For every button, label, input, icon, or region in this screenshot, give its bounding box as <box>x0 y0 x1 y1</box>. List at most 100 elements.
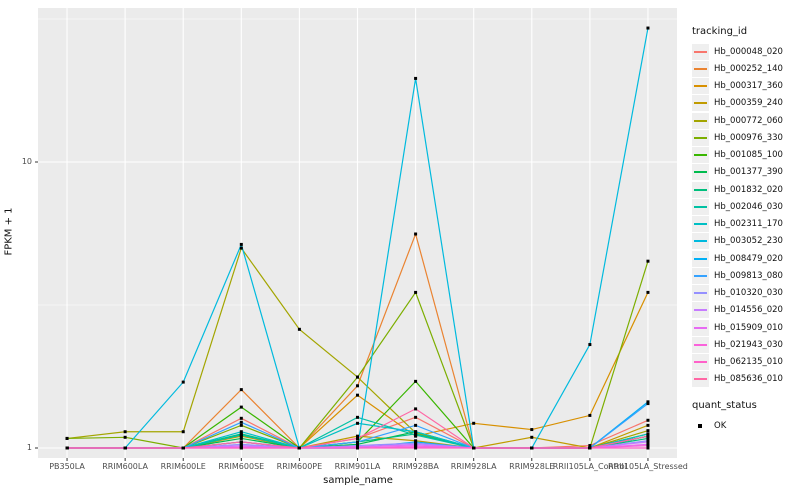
x-tick-label-RRII105LA_Stressed: RRII105LA_Stressed <box>608 462 688 471</box>
data-point <box>646 446 650 450</box>
y-tick-label: 10 <box>21 157 32 166</box>
ok-point-key-icon <box>692 418 709 434</box>
legend-key-icon <box>692 250 709 267</box>
legend-label: Hb_000252_140 <box>714 63 783 74</box>
x-tick-label-RRIM600PE: RRIM600PE <box>276 462 323 471</box>
legend-item-Hb_000252_140: Hb_000252_140 <box>692 60 798 77</box>
data-point <box>414 407 418 411</box>
legend-item-Hb_001377_390: Hb_001377_390 <box>692 164 798 181</box>
data-point <box>646 444 650 448</box>
legend-key-icon <box>692 319 709 336</box>
data-point <box>65 446 69 450</box>
legend-key-icon <box>692 43 709 60</box>
legend-label: Hb_009813_080 <box>714 270 783 281</box>
legend-label: Hb_001085_100 <box>714 150 783 161</box>
x-tick-label-RRIM600LE: RRIM600LE <box>160 462 206 471</box>
data-point <box>356 434 359 438</box>
legend-section-quant: quant_status OK <box>692 400 798 434</box>
legend-key-icon <box>692 95 709 112</box>
data-point <box>414 76 418 80</box>
legend-item-Hb_000048_020: Hb_000048_020 <box>692 43 798 60</box>
x-tick-label-RRIM600SE: RRIM600SE <box>218 462 265 471</box>
data-point <box>181 446 185 450</box>
data-point <box>123 446 127 450</box>
x-tick-label-PB350LA: PB350LA <box>49 462 85 471</box>
series-color-line-icon <box>694 171 707 174</box>
legend-label: Hb_008479_020 <box>714 253 783 264</box>
legend-label: Hb_000772_060 <box>714 115 783 126</box>
legend-key-icon <box>692 302 709 319</box>
legend-label: Hb_014556_020 <box>714 305 783 316</box>
legend-item-Hb_021943_030: Hb_021943_030 <box>692 336 798 353</box>
data-point <box>646 418 650 422</box>
legend-item-Hb_008479_020: Hb_008479_020 <box>692 250 798 267</box>
legend-key-icon <box>692 78 709 95</box>
data-point <box>356 421 359 425</box>
legend-label: Hb_003052_230 <box>714 236 783 247</box>
legend-title-quant: quant_status <box>692 400 757 411</box>
legend-title-tracking: tracking_id <box>692 26 748 37</box>
legend-item-Hb_001832_020: Hb_001832_020 <box>692 181 798 198</box>
data-point <box>414 423 418 427</box>
series-color-line-icon <box>694 102 707 105</box>
series-color-line-icon <box>694 240 707 243</box>
legend-label: Hb_015909_010 <box>714 322 783 333</box>
data-point <box>588 446 592 450</box>
data-point <box>297 327 301 331</box>
data-point <box>414 232 418 236</box>
axis-ticks <box>35 161 649 461</box>
legend-key-icon <box>692 354 709 371</box>
series-color-line-icon <box>694 205 707 208</box>
data-point <box>414 290 418 294</box>
data-point <box>646 423 650 427</box>
data-point <box>65 436 69 440</box>
data-point <box>646 290 650 294</box>
data-point <box>414 415 418 419</box>
legend-items: Hb_000048_020 Hb_000252_140 Hb_000317_360 H… <box>692 43 798 388</box>
x-tick-label-RRIM928LA: RRIM928LA <box>450 462 497 471</box>
legend-key-icon <box>692 336 709 353</box>
legend-label: Hb_021943_030 <box>714 339 783 350</box>
data-point <box>530 446 534 450</box>
legend-label: Hb_010320_030 <box>714 288 783 299</box>
data-point <box>414 379 418 383</box>
series-color-line-icon <box>694 343 707 346</box>
data-point <box>239 246 243 250</box>
legend-key-icon <box>692 60 709 77</box>
data-point <box>356 446 359 450</box>
data-point <box>646 26 650 30</box>
series-color-line-icon <box>694 50 707 53</box>
legend-item-Hb_002311_170: Hb_002311_170 <box>692 216 798 233</box>
series-color-line-icon <box>694 326 707 329</box>
legend-label: Hb_062135_010 <box>714 357 783 368</box>
legend-label-ok: OK <box>714 420 727 431</box>
data-point <box>646 429 650 433</box>
legend-key-icon <box>692 233 709 250</box>
series-color-line-icon <box>694 309 707 312</box>
series-color-line-icon <box>694 378 707 381</box>
data-points <box>65 26 650 450</box>
data-point <box>588 413 592 417</box>
x-tick-label-RRIM901LA: RRIM901LA <box>334 462 381 471</box>
y-tick-label: 1 <box>26 443 32 452</box>
series-color-line-icon <box>694 154 707 157</box>
data-point <box>181 430 185 434</box>
legend-item-Hb_014556_020: Hb_014556_020 <box>692 302 798 319</box>
data-point <box>646 259 650 263</box>
data-point <box>239 405 243 409</box>
data-point <box>588 343 592 347</box>
legend-item-Hb_062135_010: Hb_062135_010 <box>692 354 798 371</box>
legend-item-Hb_002046_030: Hb_002046_030 <box>692 198 798 215</box>
legend-item-Hb_001085_100: Hb_001085_100 <box>692 147 798 164</box>
data-point <box>530 428 534 432</box>
data-point <box>356 393 359 397</box>
legend-label: Hb_000048_020 <box>714 46 783 57</box>
data-point <box>239 388 243 392</box>
data-point <box>646 434 650 438</box>
legend-key-icon <box>692 371 709 388</box>
legend-item-ok: OK <box>692 417 798 434</box>
data-point <box>239 436 243 440</box>
data-point <box>181 380 185 384</box>
